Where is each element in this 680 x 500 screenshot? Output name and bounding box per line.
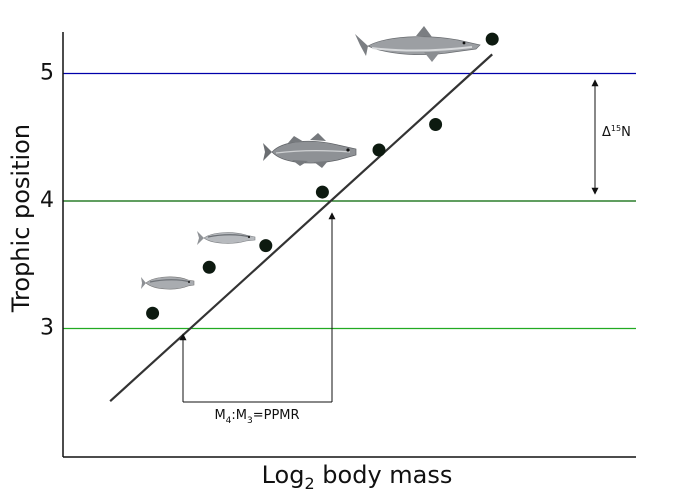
delta-symbol: Δ <box>602 125 611 140</box>
x-axis-title: Log2 body mass <box>262 461 453 493</box>
cod-icon <box>263 133 357 168</box>
y-axis-title: Trophic position <box>7 124 35 313</box>
ppmr-colon: :M <box>231 408 247 423</box>
data-points <box>146 32 499 320</box>
x-axis-title-sub: 2 <box>304 474 314 493</box>
y-tick-label-3: 3 <box>40 316 54 341</box>
ppmr-m: M <box>214 408 225 423</box>
ppmr-sub1: 4 <box>226 416 232 426</box>
delta-sup: 15 <box>611 124 621 133</box>
ppmr-sub2: 3 <box>247 416 253 426</box>
data-point-5 <box>372 143 386 157</box>
x-axis-title-log: Log <box>262 461 305 489</box>
data-point-1 <box>146 306 160 320</box>
data-point-2 <box>202 260 216 274</box>
data-point-6 <box>429 118 443 131</box>
herring-icon <box>197 231 256 245</box>
sprat-icon <box>141 276 195 290</box>
y-tick-labels: 3 4 5 <box>40 61 54 341</box>
delta-rest: N <box>621 125 631 140</box>
x-axis-title-rest: body mass <box>315 461 453 489</box>
regression-line <box>109 53 493 402</box>
data-point-3 <box>259 239 273 253</box>
delta-n-label: Δ15N <box>602 124 631 140</box>
ppmr-label: M4:M3=PPMR <box>214 408 299 426</box>
y-tick-label-4: 4 <box>40 188 54 213</box>
y-tick-label-5: 5 <box>40 61 54 86</box>
ppmr-rest: =PPMR <box>253 408 300 423</box>
data-point-7 <box>485 32 499 46</box>
reference-lines <box>63 72 636 330</box>
shark-icon <box>355 26 481 62</box>
data-point-4 <box>315 185 329 199</box>
